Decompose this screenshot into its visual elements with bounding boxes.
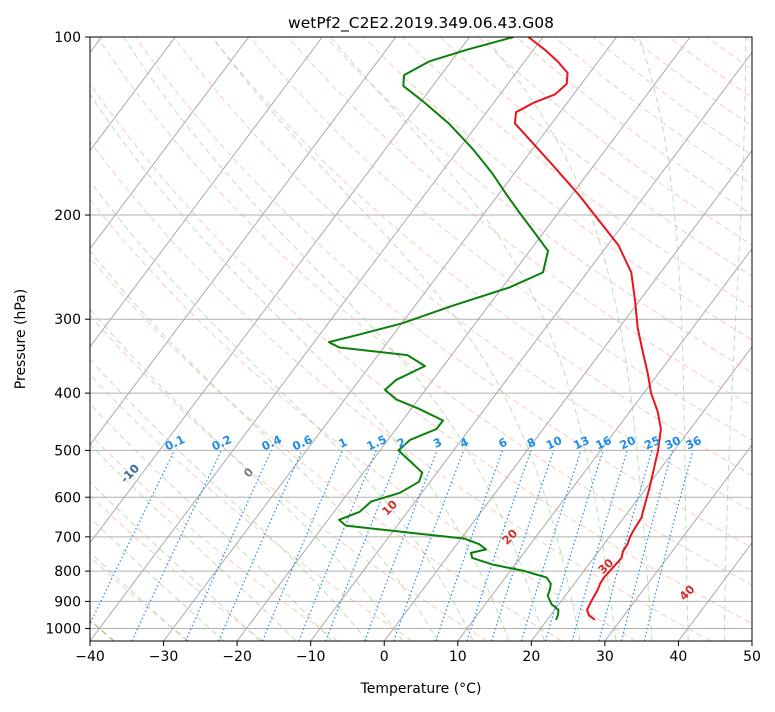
y-tick-label: 200 xyxy=(54,208,81,224)
dry-adiabat-line xyxy=(287,37,752,407)
y-tick-label: 900 xyxy=(54,594,81,610)
dry-adiabat-line xyxy=(90,374,413,641)
x-tick-label: 40 xyxy=(670,649,688,665)
moist-adiabat-line xyxy=(123,37,545,641)
mixing-ratio-label: 16 xyxy=(593,433,613,452)
temperature-profile-line xyxy=(513,37,662,621)
mixing-ratio-label: 10 xyxy=(544,433,564,452)
isotherm-line xyxy=(457,247,752,641)
mixing-ratio-line xyxy=(598,450,653,641)
moist-adiabat-line xyxy=(90,443,297,641)
x-tick-label: 0 xyxy=(380,649,389,665)
moist-adiabat-line xyxy=(90,403,333,641)
isotherm-line xyxy=(90,37,470,544)
mixing-ratio-line xyxy=(435,450,504,641)
x-tick-label: −40 xyxy=(75,649,105,665)
mixing-ratio-label: 30 xyxy=(663,433,683,452)
mixing-ratio-label: 36 xyxy=(683,433,703,452)
isotherm-line xyxy=(530,346,752,641)
plot-frame xyxy=(89,36,753,642)
moist-adiabat-line xyxy=(90,481,261,641)
moist-adiabat-line xyxy=(90,308,404,641)
x-tick-label: 10 xyxy=(449,649,467,665)
y-tick-label: 1000 xyxy=(45,621,81,637)
y-tick-label: 400 xyxy=(54,386,81,402)
dry-adiabat-line xyxy=(211,37,752,476)
x-tick-label: −20 xyxy=(222,649,252,665)
moist-adiabat-line xyxy=(724,37,747,641)
mixing-ratio-line xyxy=(520,450,582,641)
isotherm-line xyxy=(604,444,752,641)
x-tick-label: 30 xyxy=(596,649,614,665)
isotherm-line xyxy=(383,149,752,641)
dry-adiabat-line xyxy=(249,37,752,441)
x-tick-label: −30 xyxy=(149,649,179,665)
dewpoint-profile-line xyxy=(327,37,560,621)
mixing-ratio-line xyxy=(298,450,377,641)
x-tick-label: −10 xyxy=(296,649,326,665)
mixing-ratio-line xyxy=(261,450,344,641)
isotherm-line xyxy=(90,37,176,152)
y-tick-label: 700 xyxy=(54,530,81,546)
chart-title: wetPf2_C2E2.2019.349.06.43.G08 xyxy=(288,14,554,33)
y-tick-label: 100 xyxy=(54,30,81,46)
mixing-ratio-line xyxy=(466,450,532,641)
isotherm-line xyxy=(236,37,691,641)
isotherm-line xyxy=(90,37,323,348)
y-tick-label: 300 xyxy=(54,312,81,328)
isotherm-line xyxy=(90,37,397,446)
dry-adiabat-line xyxy=(90,198,637,641)
y-tick-label: 800 xyxy=(54,564,81,580)
y-tick-label: 500 xyxy=(54,443,81,459)
moist-adiabat-line xyxy=(90,180,474,641)
mixing-ratio-line xyxy=(571,450,628,641)
mixing-ratio-line xyxy=(643,450,694,641)
dry-adiabat-line xyxy=(173,37,752,512)
y-axis-label: Pressure (hPa) xyxy=(13,289,29,389)
x-tick-label: 50 xyxy=(743,649,761,665)
mixing-ratio-line xyxy=(185,450,272,641)
moist-adiabat-line xyxy=(90,517,225,641)
moist-adiabat-line xyxy=(90,551,188,641)
mixing-ratio-line xyxy=(491,450,555,641)
dry-adiabat-line xyxy=(135,37,752,549)
x-tick-label: 20 xyxy=(522,649,540,665)
x-axis-label: Temperature (°C) xyxy=(360,681,482,697)
moist-adiabat-line xyxy=(90,250,439,641)
dry-adiabat-line xyxy=(401,37,752,309)
mixing-ratio-label: 13 xyxy=(571,433,591,452)
mixing-ratio-line xyxy=(393,450,465,641)
moist-adiabat-line xyxy=(638,37,689,641)
moist-adiabat-line xyxy=(90,358,368,641)
mixing-ratio-line xyxy=(620,450,673,641)
mixing-ratio-line xyxy=(325,450,402,641)
mixing-ratio-line xyxy=(364,450,438,641)
dry-adiabat-line xyxy=(90,256,562,641)
isotherm-line xyxy=(90,37,250,250)
y-tick-label: 600 xyxy=(54,490,81,506)
mixing-ratio-line xyxy=(218,450,303,641)
isotherm-line xyxy=(90,37,544,641)
moist-adiabat-line xyxy=(212,37,581,641)
mixing-ratio-label: 25 xyxy=(642,433,662,452)
moist-adiabat-line xyxy=(90,93,510,641)
mixing-ratio-label: 20 xyxy=(617,433,637,452)
moist-adiabat-line xyxy=(484,37,653,641)
mixing-ratio-line xyxy=(545,450,604,641)
isotherm-line xyxy=(163,37,617,641)
